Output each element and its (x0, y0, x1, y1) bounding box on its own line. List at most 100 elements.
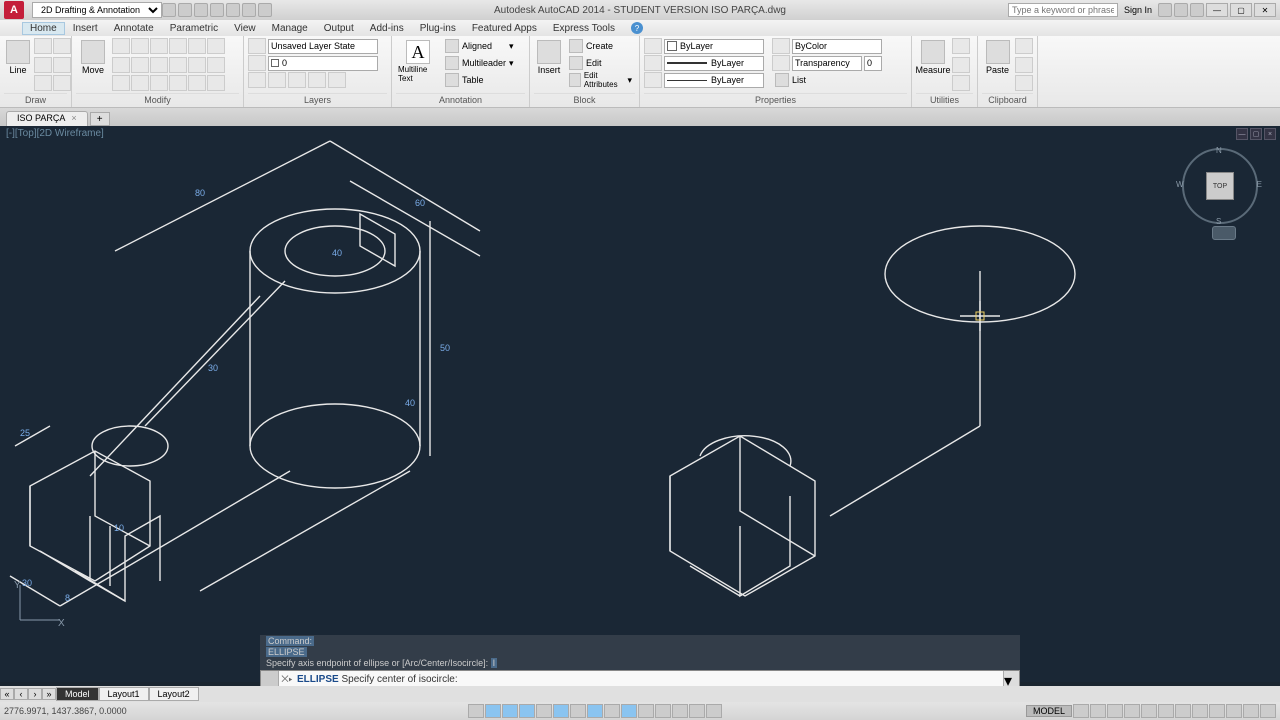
toggle-otrack[interactable] (587, 704, 603, 718)
edit-attr-button[interactable]: Edit Attributes▾ (566, 72, 635, 88)
layer-icon-5[interactable] (288, 72, 306, 88)
util-icon-1[interactable] (952, 38, 970, 54)
tab-view[interactable]: View (226, 22, 264, 35)
layerprop-icon[interactable] (248, 38, 266, 54)
offset-icon[interactable] (169, 57, 187, 73)
qat-save-icon[interactable] (194, 3, 208, 17)
layout-next-icon[interactable]: › (28, 688, 42, 700)
polyline-icon[interactable] (34, 38, 52, 54)
insert-button[interactable]: Insert (534, 38, 564, 93)
new-tab-button[interactable]: + (90, 112, 110, 126)
toggle-ortho[interactable] (519, 704, 535, 718)
tab-plugins[interactable]: Plug-ins (412, 22, 464, 35)
create-block-button[interactable]: Create (566, 38, 635, 54)
transp-icon[interactable] (772, 55, 790, 71)
close-button[interactable]: ✕ (1254, 3, 1276, 17)
tab-featured[interactable]: Featured Apps (464, 22, 545, 35)
mod-icon-6[interactable] (207, 75, 225, 91)
rotate-icon[interactable] (131, 38, 149, 54)
stayconnected-icon[interactable] (1174, 3, 1188, 17)
util-icon-3[interactable] (952, 75, 970, 91)
status-icon-6[interactable] (1158, 704, 1174, 718)
extend-icon[interactable] (207, 57, 225, 73)
workspace-selector[interactable]: 2D Drafting & Annotation (32, 2, 162, 18)
exchange-icon[interactable] (1158, 3, 1172, 17)
layer-combo[interactable]: 0 (268, 56, 378, 71)
qat-saveas-icon[interactable] (210, 3, 224, 17)
mod-icon-5[interactable] (188, 75, 206, 91)
qat-undo-icon[interactable] (242, 3, 256, 17)
mod-icon-1[interactable] (112, 75, 130, 91)
list-button[interactable]: List (772, 72, 882, 88)
layer-icon-2[interactable] (248, 55, 266, 71)
ribbon-help-icon[interactable]: ? (631, 22, 643, 34)
app-logo[interactable]: A (4, 1, 24, 19)
qat-redo-icon[interactable] (258, 3, 272, 17)
toggle-dyn[interactable] (621, 704, 637, 718)
measure-button[interactable]: Measure (916, 38, 950, 93)
fillet-icon[interactable] (188, 38, 206, 54)
mod-icon-3[interactable] (150, 75, 168, 91)
ellipse-icon[interactable] (34, 75, 52, 91)
status-icon-11[interactable] (1243, 704, 1259, 718)
clip-icon-3[interactable] (1015, 75, 1033, 91)
mod-icon-2[interactable] (131, 75, 149, 91)
layer-icon-4[interactable] (268, 72, 286, 88)
transp-combo[interactable]: Transparency (792, 56, 862, 71)
qat-new-icon[interactable] (162, 3, 176, 17)
bycolor-icon[interactable] (772, 38, 790, 54)
layout-tab-2[interactable]: Layout2 (149, 687, 199, 701)
tab-express[interactable]: Express Tools (545, 22, 623, 35)
toggle-osnap[interactable] (553, 704, 569, 718)
tab-addins[interactable]: Add-ins (362, 22, 412, 35)
arc-icon[interactable] (34, 57, 52, 73)
toggle-ducs[interactable] (604, 704, 620, 718)
tab-output[interactable]: Output (316, 22, 362, 35)
toggle-3dosnap[interactable] (570, 704, 586, 718)
util-icon-2[interactable] (952, 57, 970, 73)
tab-insert[interactable]: Insert (65, 22, 106, 35)
move-button[interactable]: Move (76, 38, 110, 93)
toggle-grid[interactable] (502, 704, 518, 718)
maximize-button[interactable]: ▢ (1230, 3, 1252, 17)
matchprop-icon[interactable] (644, 38, 662, 54)
color-combo[interactable]: ByLayer (664, 39, 764, 54)
cut-icon[interactable] (1015, 38, 1033, 54)
layerstate-combo[interactable]: Unsaved Layer State (268, 39, 378, 54)
paste-button[interactable]: Paste (982, 38, 1013, 93)
qat-open-icon[interactable] (178, 3, 192, 17)
mod-icon-4[interactable] (169, 75, 187, 91)
layout-last-icon[interactable]: » (42, 688, 56, 700)
cmd-chevron-icon[interactable]: ⨉▸ (279, 674, 295, 685)
layout-tab-model[interactable]: Model (56, 687, 99, 701)
coordinates[interactable]: 2776.9971, 1437.3867, 0.0000 (4, 706, 164, 716)
toggle-tpy[interactable] (655, 704, 671, 718)
drawing-area[interactable]: [-][Top][2D Wireframe] — ▢ × TOP N S E W (0, 126, 1280, 682)
layout-tab-1[interactable]: Layout1 (99, 687, 149, 701)
erase-icon[interactable] (188, 57, 206, 73)
table-button[interactable]: Table (442, 72, 517, 88)
toggle-polar[interactable] (536, 704, 552, 718)
tab-parametric[interactable]: Parametric (162, 22, 226, 35)
toggle-lwt[interactable] (638, 704, 654, 718)
toggle-sc[interactable] (689, 704, 705, 718)
circle-icon[interactable] (53, 38, 71, 54)
toggle-qp[interactable] (672, 704, 688, 718)
status-icon-7[interactable] (1175, 704, 1191, 718)
scale-icon[interactable] (131, 57, 149, 73)
cmd-recent-icon[interactable]: ▾ (1003, 671, 1019, 687)
tab-home[interactable]: Home (22, 22, 65, 35)
status-icon-1[interactable] (1073, 704, 1089, 718)
mirror-icon[interactable] (169, 38, 187, 54)
layer-icon-3[interactable] (248, 72, 266, 88)
cmd-handle-icon[interactable] (261, 671, 279, 687)
tab-annotate[interactable]: Annotate (106, 22, 162, 35)
layout-prev-icon[interactable]: ‹ (14, 688, 28, 700)
status-icon-8[interactable] (1192, 704, 1208, 718)
prop-icon-3[interactable] (644, 72, 662, 88)
transp-value[interactable]: 0 (864, 56, 882, 71)
layer-icon-7[interactable] (328, 72, 346, 88)
toggle-snap[interactable] (485, 704, 501, 718)
lweight-combo[interactable]: ByLayer (664, 56, 764, 71)
dimension-button[interactable]: Aligned▾ (442, 38, 517, 54)
